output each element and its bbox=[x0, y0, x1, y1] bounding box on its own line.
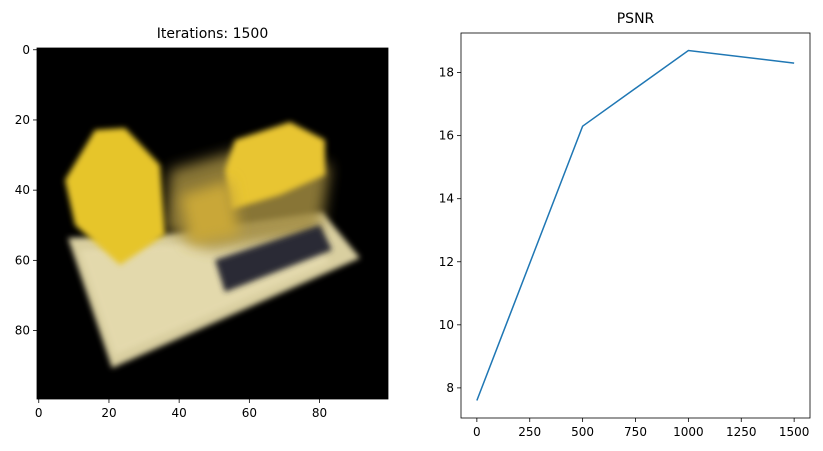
x-tick-label: 80 bbox=[312, 406, 327, 420]
x-tick-label: 1500 bbox=[779, 425, 810, 439]
y-tick-label: 12 bbox=[439, 255, 454, 269]
x-tick-label: 750 bbox=[624, 425, 647, 439]
y-tick-label: 20 bbox=[15, 113, 30, 127]
chart-title: Iterations: 1500 bbox=[157, 26, 268, 42]
y-tick-label: 40 bbox=[15, 183, 30, 197]
x-tick-label: 1000 bbox=[673, 425, 704, 439]
x-tick-label: 60 bbox=[242, 406, 257, 420]
image-frame bbox=[36, 47, 389, 400]
line bbox=[476, 49, 795, 401]
x-tick-label: 20 bbox=[101, 406, 116, 420]
plot-frame bbox=[460, 32, 811, 419]
y-tick-label: 80 bbox=[15, 324, 30, 338]
y-tick-label: 0 bbox=[22, 43, 30, 57]
y-tick-label: 18 bbox=[439, 66, 454, 80]
x-tick-label: 1250 bbox=[726, 425, 757, 439]
y-tick-label: 10 bbox=[439, 318, 454, 332]
x-tick-label: 0 bbox=[35, 406, 43, 420]
y-tick-label: 16 bbox=[439, 129, 454, 143]
y-tick-label: 60 bbox=[15, 253, 30, 267]
chart-title: PSNR bbox=[617, 11, 655, 27]
x-tick-label: 0 bbox=[473, 425, 481, 439]
rendered-image bbox=[37, 48, 388, 399]
y-tick-label: 8 bbox=[446, 381, 454, 395]
x-tick-label: 500 bbox=[571, 425, 594, 439]
x-tick-label: 40 bbox=[172, 406, 187, 420]
x-tick-label: 250 bbox=[518, 425, 541, 439]
y-tick-label: 14 bbox=[439, 192, 454, 206]
